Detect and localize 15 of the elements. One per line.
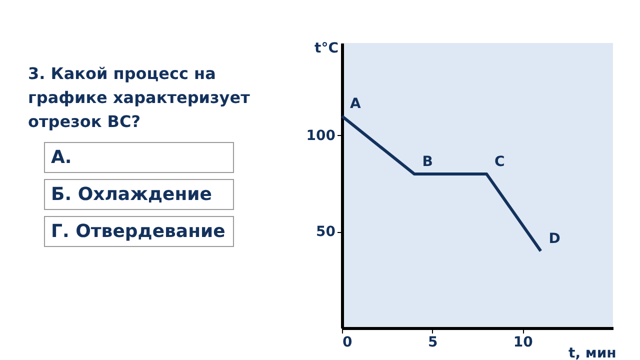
text: А. (44, 142, 234, 173)
x-tick-label: 10 (513, 334, 534, 350)
annotation: A (350, 96, 361, 112)
y-tick-label: 50 (316, 224, 336, 240)
y-axis-title: t°C (314, 40, 338, 56)
annotation: B (422, 154, 433, 170)
x-axis-title: t, мин (568, 346, 616, 360)
text: 3. Какой процесс на графике характеризует отрезок ВС? (28, 63, 251, 133)
annotation: C (494, 154, 505, 170)
annotation: D (548, 230, 560, 247)
text: Б. Охлаждение (44, 179, 234, 210)
text: Г. Отвердевание (44, 216, 234, 247)
x-tick-label: 0 (342, 334, 352, 350)
x-tick-label: 5 (428, 334, 438, 350)
y-tick-label: 100 (306, 128, 336, 144)
